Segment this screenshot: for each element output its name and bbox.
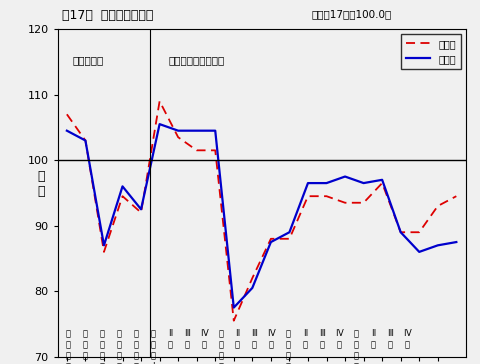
Text: 成: 成	[66, 340, 71, 349]
Text: 二: 二	[151, 329, 156, 339]
Text: 十: 十	[83, 340, 88, 349]
Text: 二: 二	[286, 351, 291, 360]
Text: 一: 一	[218, 351, 223, 360]
Text: 二: 二	[117, 351, 122, 360]
Text: 二: 二	[83, 329, 88, 339]
Text: 三: 三	[133, 351, 139, 360]
Text: 期: 期	[370, 340, 375, 349]
Text: （原指数）: （原指数）	[72, 55, 104, 65]
Text: 年: 年	[83, 351, 88, 360]
Text: 期: 期	[387, 340, 392, 349]
Text: 年: 年	[286, 362, 291, 364]
Text: 三: 三	[353, 351, 359, 360]
Legend: 全　国, 千葉県: 全 国, 千葉県	[401, 34, 461, 68]
Text: 二: 二	[100, 329, 105, 339]
Text: 一: 一	[100, 351, 105, 360]
Text: 年: 年	[133, 362, 139, 364]
Text: 十: 十	[117, 340, 122, 349]
Text: 期: 期	[404, 340, 409, 349]
Text: 十: 十	[286, 340, 291, 349]
Text: Ⅱ: Ⅱ	[168, 329, 172, 339]
Text: 二: 二	[353, 329, 359, 339]
Text: 九: 九	[66, 362, 71, 364]
Text: Ⅲ: Ⅲ	[252, 329, 257, 339]
Text: Ⅳ: Ⅳ	[200, 329, 208, 339]
Text: Ⅲ: Ⅲ	[319, 329, 325, 339]
Text: 二: 二	[286, 329, 291, 339]
Text: 年: 年	[100, 362, 105, 364]
Text: 年: 年	[117, 362, 122, 364]
Text: Ⅲ: Ⅲ	[387, 329, 393, 339]
Text: 二: 二	[117, 329, 122, 339]
Text: （平成17年＝100.0）: （平成17年＝100.0）	[312, 9, 392, 19]
Text: 二: 二	[218, 329, 223, 339]
Text: 十: 十	[218, 340, 223, 349]
Text: 十: 十	[100, 340, 105, 349]
Text: 期: 期	[168, 340, 172, 349]
Text: Ⅳ: Ⅳ	[267, 329, 275, 339]
Text: Ⅳ: Ⅳ	[335, 329, 343, 339]
Text: 期: 期	[184, 340, 189, 349]
Text: 第17図  生産指数の推移: 第17図 生産指数の推移	[62, 9, 154, 22]
Text: （季節調整済指数）: （季節調整済指数）	[169, 55, 225, 65]
Text: Ⅳ: Ⅳ	[403, 329, 410, 339]
Text: 十: 十	[353, 340, 359, 349]
Text: 年: 年	[151, 351, 156, 360]
Text: 期: 期	[320, 340, 324, 349]
Text: 年: 年	[218, 362, 223, 364]
Text: 十: 十	[133, 340, 139, 349]
Text: 指: 指	[37, 170, 45, 183]
Text: 期: 期	[252, 340, 257, 349]
Text: 期: 期	[235, 340, 240, 349]
Text: Ⅱ: Ⅱ	[235, 329, 240, 339]
Text: Ⅲ: Ⅲ	[184, 329, 190, 339]
Text: Ⅰ: Ⅰ	[152, 362, 154, 364]
Text: 十: 十	[66, 351, 71, 360]
Text: 年: 年	[353, 362, 359, 364]
Text: 十: 十	[151, 340, 156, 349]
Text: Ⅱ: Ⅱ	[371, 329, 375, 339]
Text: 数: 数	[37, 185, 45, 198]
Text: 期: 期	[336, 340, 341, 349]
Text: Ⅱ: Ⅱ	[303, 329, 307, 339]
Text: 二: 二	[133, 329, 139, 339]
Text: 期: 期	[303, 340, 308, 349]
Text: 平: 平	[66, 329, 71, 339]
Text: 期: 期	[201, 340, 206, 349]
Text: 期: 期	[269, 340, 274, 349]
